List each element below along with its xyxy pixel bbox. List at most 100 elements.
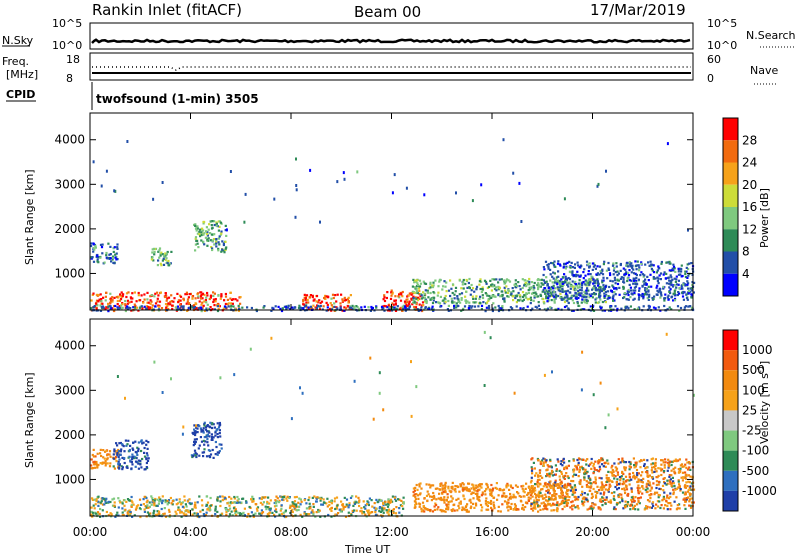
velocity-cell	[521, 507, 524, 510]
velocity-cell	[97, 495, 100, 498]
power-cell	[262, 306, 265, 309]
power-cell	[460, 287, 463, 290]
power-point	[152, 197, 155, 201]
power-cell	[633, 308, 636, 311]
power-cell	[431, 286, 435, 289]
velocity-cell	[315, 511, 318, 514]
power-cell	[120, 291, 123, 294]
velocity-cell	[278, 499, 281, 502]
velocity-cell	[216, 451, 219, 454]
velocity-cell	[132, 441, 135, 444]
power-cell	[678, 309, 681, 312]
velocity-cell	[582, 504, 585, 507]
velocity-cell	[635, 503, 639, 506]
velocity-cell	[505, 486, 508, 489]
velocity-cell	[150, 503, 153, 506]
power-cell	[535, 295, 538, 298]
velocity-cell	[567, 499, 570, 502]
velocity-cell	[99, 501, 102, 504]
power-cell	[137, 291, 140, 295]
velocity-cell	[553, 492, 556, 495]
power-cell	[315, 294, 319, 298]
power-cell	[131, 297, 134, 300]
velocity-cell	[158, 496, 161, 499]
power-cell	[611, 280, 614, 283]
velocity-cell	[451, 481, 454, 484]
velocity-cell	[414, 506, 417, 509]
power-cell	[667, 294, 670, 297]
velocity-cell	[98, 512, 101, 515]
power-cell	[206, 244, 209, 247]
velocity-cell	[330, 515, 333, 518]
velocity-cell	[412, 494, 415, 497]
velocity-cell	[541, 495, 544, 498]
velocity-cell	[530, 466, 533, 469]
velocity-cell	[680, 476, 683, 479]
power-cell	[105, 291, 108, 294]
velocity-cell	[228, 513, 232, 516]
power-cell	[676, 305, 680, 308]
power-cell	[659, 278, 662, 281]
power-cell	[598, 292, 601, 295]
velocity-cell	[466, 503, 469, 506]
velocity-cell	[649, 489, 652, 492]
power-cell	[675, 286, 678, 289]
power-cell	[629, 305, 632, 308]
power-cell	[151, 304, 154, 307]
power-point	[405, 186, 408, 190]
velocity-cell	[538, 478, 541, 481]
power-cell	[150, 258, 153, 261]
power-cell	[423, 282, 426, 285]
power-cell	[635, 276, 638, 279]
velocity-cell	[473, 506, 476, 509]
power-cell	[453, 304, 456, 307]
power-cell	[137, 294, 140, 297]
velocity-cell	[581, 467, 584, 470]
velocity-cell	[563, 495, 567, 498]
velocity-cell	[639, 490, 642, 493]
power-cell	[159, 291, 162, 294]
velocity-cell	[688, 466, 691, 469]
power-cell	[690, 296, 693, 299]
velocity-cell	[580, 465, 583, 468]
velocity-cell	[633, 466, 636, 469]
velocity-cell	[587, 475, 590, 478]
power-cell	[677, 283, 680, 286]
velocity-cell	[202, 451, 206, 454]
power-cell	[659, 309, 662, 312]
velocity-cell	[507, 509, 510, 512]
power-cell	[576, 302, 579, 305]
velocity-point	[195, 424, 198, 428]
velocity-cell	[469, 506, 472, 510]
power-cell	[220, 295, 223, 298]
velocity-cell	[167, 508, 171, 511]
power-cell	[445, 281, 448, 284]
power-cell	[102, 306, 105, 309]
velocity-cell	[531, 485, 534, 488]
velocity-cell	[534, 492, 537, 495]
power-cell	[285, 305, 288, 308]
power-cell	[150, 300, 153, 303]
velocity-cell	[650, 476, 654, 479]
power-cell	[390, 291, 393, 294]
velocity-cell	[357, 496, 360, 499]
power-cell	[109, 253, 112, 256]
power-cell	[568, 278, 572, 281]
velocity-cell	[544, 499, 548, 502]
velocity-cell	[657, 480, 661, 483]
power-cell	[110, 297, 113, 300]
velocity-cell	[445, 503, 448, 506]
power-cell	[503, 279, 506, 282]
velocity-cell	[560, 502, 563, 505]
power-cell	[95, 299, 99, 302]
power-cell	[302, 307, 305, 310]
power-cell	[536, 306, 539, 309]
velocity-cell	[330, 509, 333, 512]
velocity-cell	[611, 480, 614, 483]
velocity-cell	[217, 426, 221, 429]
power-cell	[203, 300, 206, 303]
power-cell	[598, 301, 601, 304]
power-cell	[569, 266, 572, 269]
freq-tick-top: 18	[66, 53, 80, 66]
velocity-cell	[119, 501, 122, 504]
